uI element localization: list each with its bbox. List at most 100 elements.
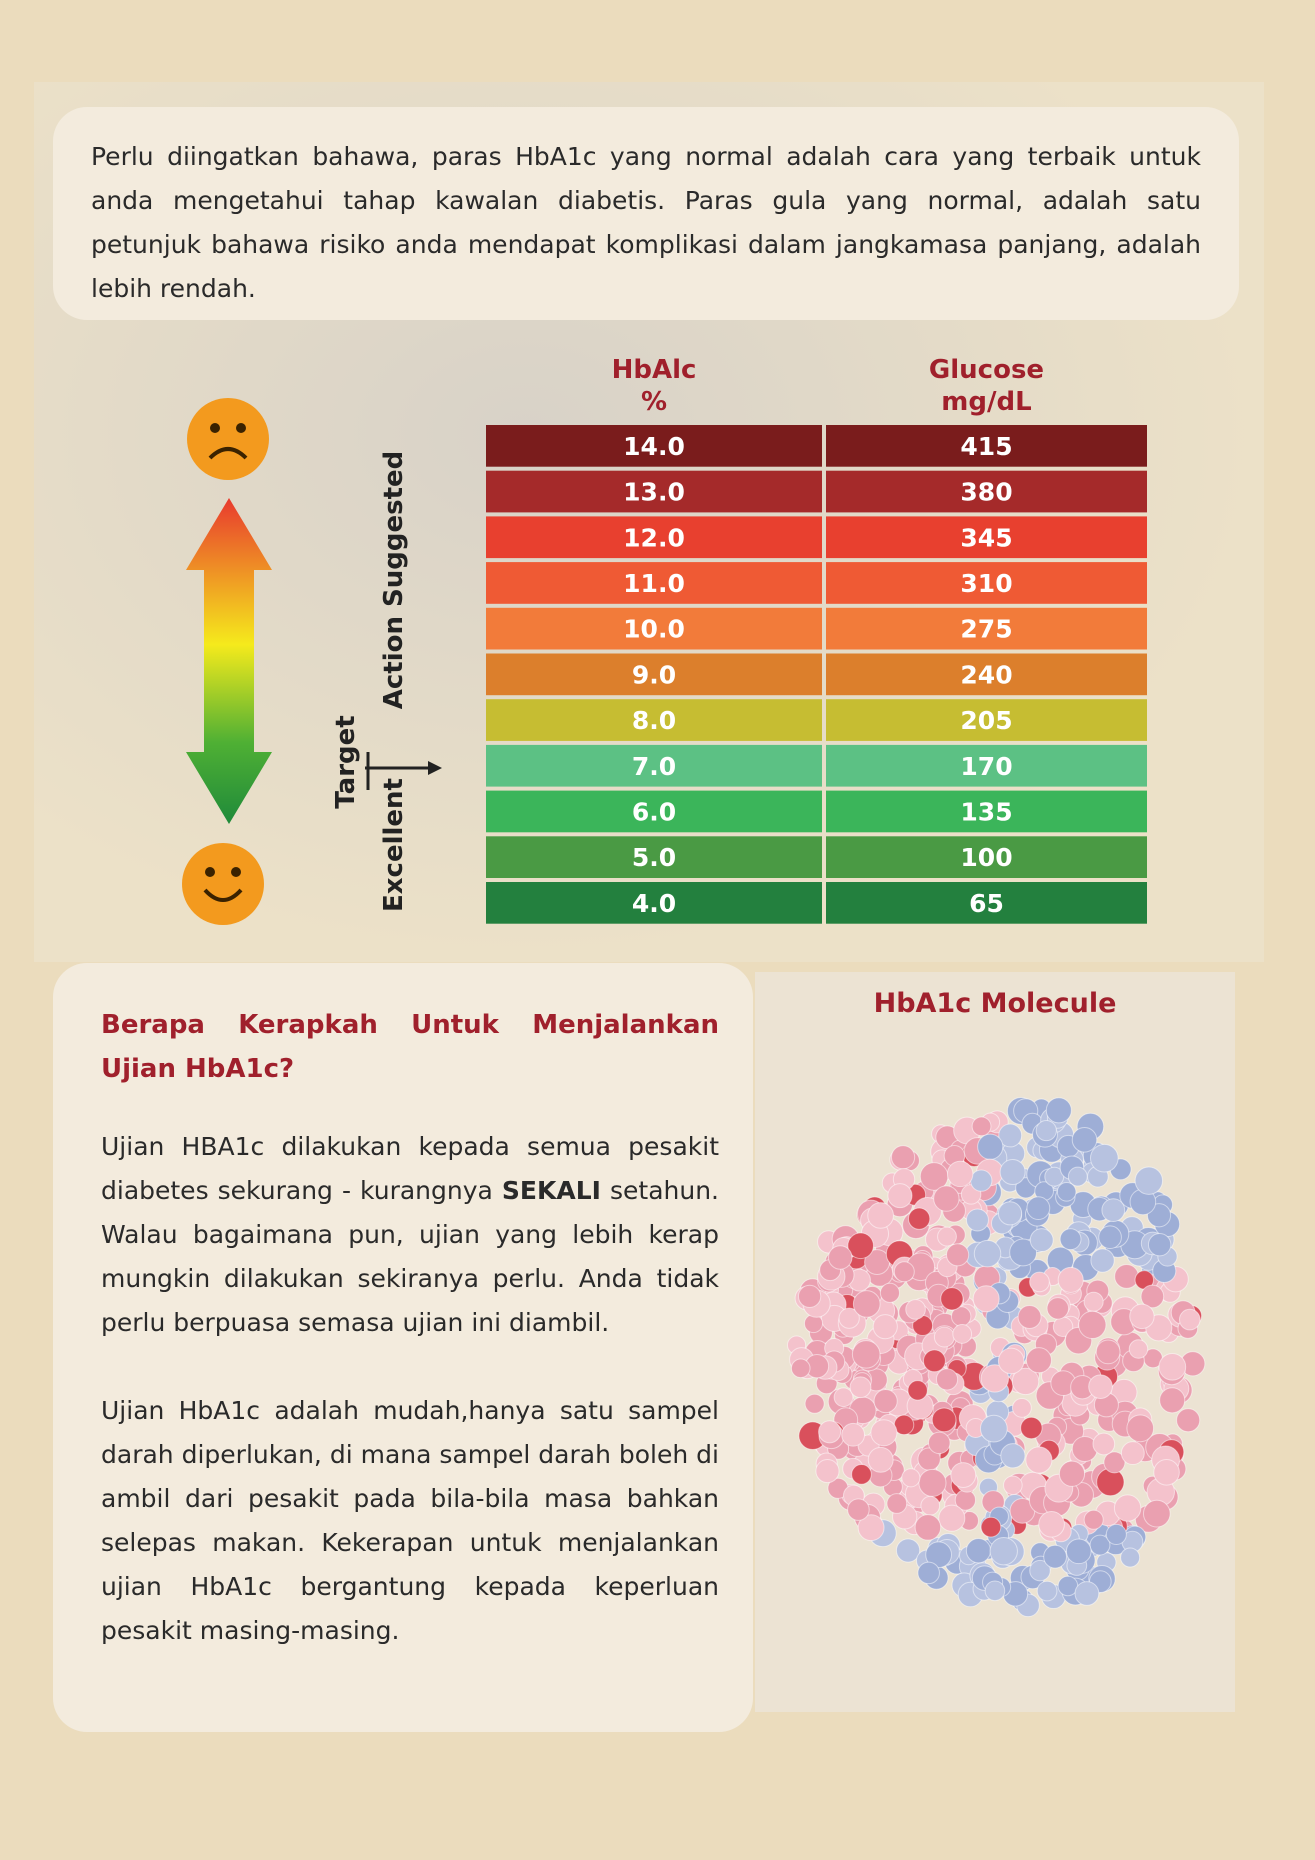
cell-value: 11.0	[623, 569, 685, 598]
cell-value: 13.0	[623, 478, 685, 507]
table-cell	[826, 836, 1147, 878]
atom	[849, 1376, 872, 1399]
atom	[931, 1407, 957, 1433]
atom	[1000, 1443, 1026, 1469]
atom	[1065, 1538, 1092, 1565]
atom	[980, 1516, 1002, 1538]
atom	[833, 1387, 854, 1408]
atom	[841, 1422, 866, 1447]
column-header: Glucose	[929, 355, 1044, 385]
atom	[804, 1393, 825, 1414]
atom	[908, 1207, 931, 1230]
table-cell	[826, 790, 1147, 833]
atom	[870, 1419, 898, 1447]
atom	[847, 1232, 874, 1260]
atom	[989, 1536, 1018, 1566]
text: setahun. Walau bagaimana pun, ujian yang…	[101, 1176, 719, 1337]
atom	[952, 1324, 973, 1344]
paragraph: Ujian HbA1c adalah mudah,hanya satu samp…	[101, 1389, 719, 1653]
atom	[857, 1514, 885, 1542]
cell-value: 135	[960, 797, 1012, 826]
atom	[1098, 1225, 1122, 1250]
atom	[1071, 1127, 1098, 1153]
atom	[1147, 1232, 1172, 1257]
atom	[851, 1464, 872, 1485]
atom	[867, 1446, 894, 1473]
cell-value: 380	[960, 478, 1012, 507]
atom	[918, 1468, 947, 1497]
table-cell	[826, 744, 1147, 787]
cell-value: 7.0	[632, 752, 676, 781]
atom	[998, 1123, 1023, 1148]
cell-value: 14.0	[623, 432, 685, 461]
atom	[1129, 1303, 1155, 1330]
atom	[1009, 1238, 1038, 1267]
atom	[1159, 1387, 1186, 1414]
atom	[914, 1514, 942, 1541]
atom	[798, 1284, 822, 1308]
atom	[872, 1314, 898, 1340]
atom	[1101, 1198, 1126, 1223]
atom	[1088, 1374, 1113, 1399]
atom	[838, 1307, 860, 1329]
atom	[815, 1459, 840, 1484]
atom	[852, 1290, 881, 1318]
atom	[927, 1431, 951, 1455]
emphasis: SEKALI	[501, 1176, 601, 1205]
table-cell	[826, 607, 1147, 650]
atom	[1095, 1339, 1121, 1365]
atom	[1029, 1559, 1051, 1582]
atom	[1142, 1499, 1171, 1528]
atom	[1134, 1166, 1164, 1195]
atom	[920, 1495, 941, 1516]
atom	[1056, 1182, 1077, 1202]
atom	[890, 1145, 916, 1170]
atom	[997, 1347, 1025, 1375]
atom	[1078, 1310, 1107, 1340]
happy-face	[182, 843, 264, 925]
atom	[790, 1358, 811, 1379]
atom	[933, 1185, 960, 1212]
atom	[1025, 1446, 1053, 1474]
atom	[1120, 1547, 1141, 1568]
atom	[1092, 1432, 1116, 1456]
atom	[901, 1468, 921, 1488]
section-heading: Berapa Kerapkah Untuk Menjalankan Ujian …	[101, 1010, 719, 1084]
table-cell	[486, 836, 822, 878]
cell-value: 6.0	[632, 797, 676, 826]
cell-value: 12.0	[623, 523, 685, 552]
table-cell	[486, 653, 822, 696]
atom	[1128, 1339, 1149, 1359]
atom	[1074, 1581, 1100, 1606]
atom	[979, 1414, 1008, 1443]
text: Ujian HBA1c dilakukan kepada semua pesak…	[101, 1132, 719, 1205]
intro-box: Perlu diingatkan bahawa, paras HbA1c yan…	[53, 107, 1239, 320]
target-label: Target	[331, 715, 361, 808]
atom	[1120, 1441, 1145, 1466]
atom	[970, 1169, 993, 1192]
atom	[1026, 1196, 1051, 1221]
cell-value: 275	[960, 615, 1012, 644]
atom	[879, 1282, 901, 1303]
atom	[1126, 1414, 1155, 1443]
excellent-label: Excellent	[379, 778, 409, 912]
atom	[1017, 1305, 1042, 1329]
atom	[873, 1389, 898, 1414]
atom	[933, 1326, 955, 1348]
atom	[818, 1420, 842, 1444]
cell-value: 4.0	[632, 889, 676, 918]
cell-value: 10.0	[623, 615, 685, 644]
cell-value: 170	[960, 752, 1012, 781]
atom	[1114, 1264, 1140, 1289]
atom	[1057, 1266, 1084, 1294]
gradient-arrow	[186, 498, 272, 824]
paragraph: Ujian HBA1c dilakukan kepada semua pesak…	[101, 1125, 719, 1345]
atom	[1038, 1510, 1065, 1538]
cell-value: 65	[969, 889, 1004, 918]
cell-value: 345	[960, 523, 1012, 552]
atom	[1035, 1119, 1057, 1142]
atom	[999, 1159, 1026, 1186]
atom	[895, 1538, 921, 1563]
table-cell	[826, 562, 1147, 604]
cell-value: 9.0	[632, 660, 676, 689]
